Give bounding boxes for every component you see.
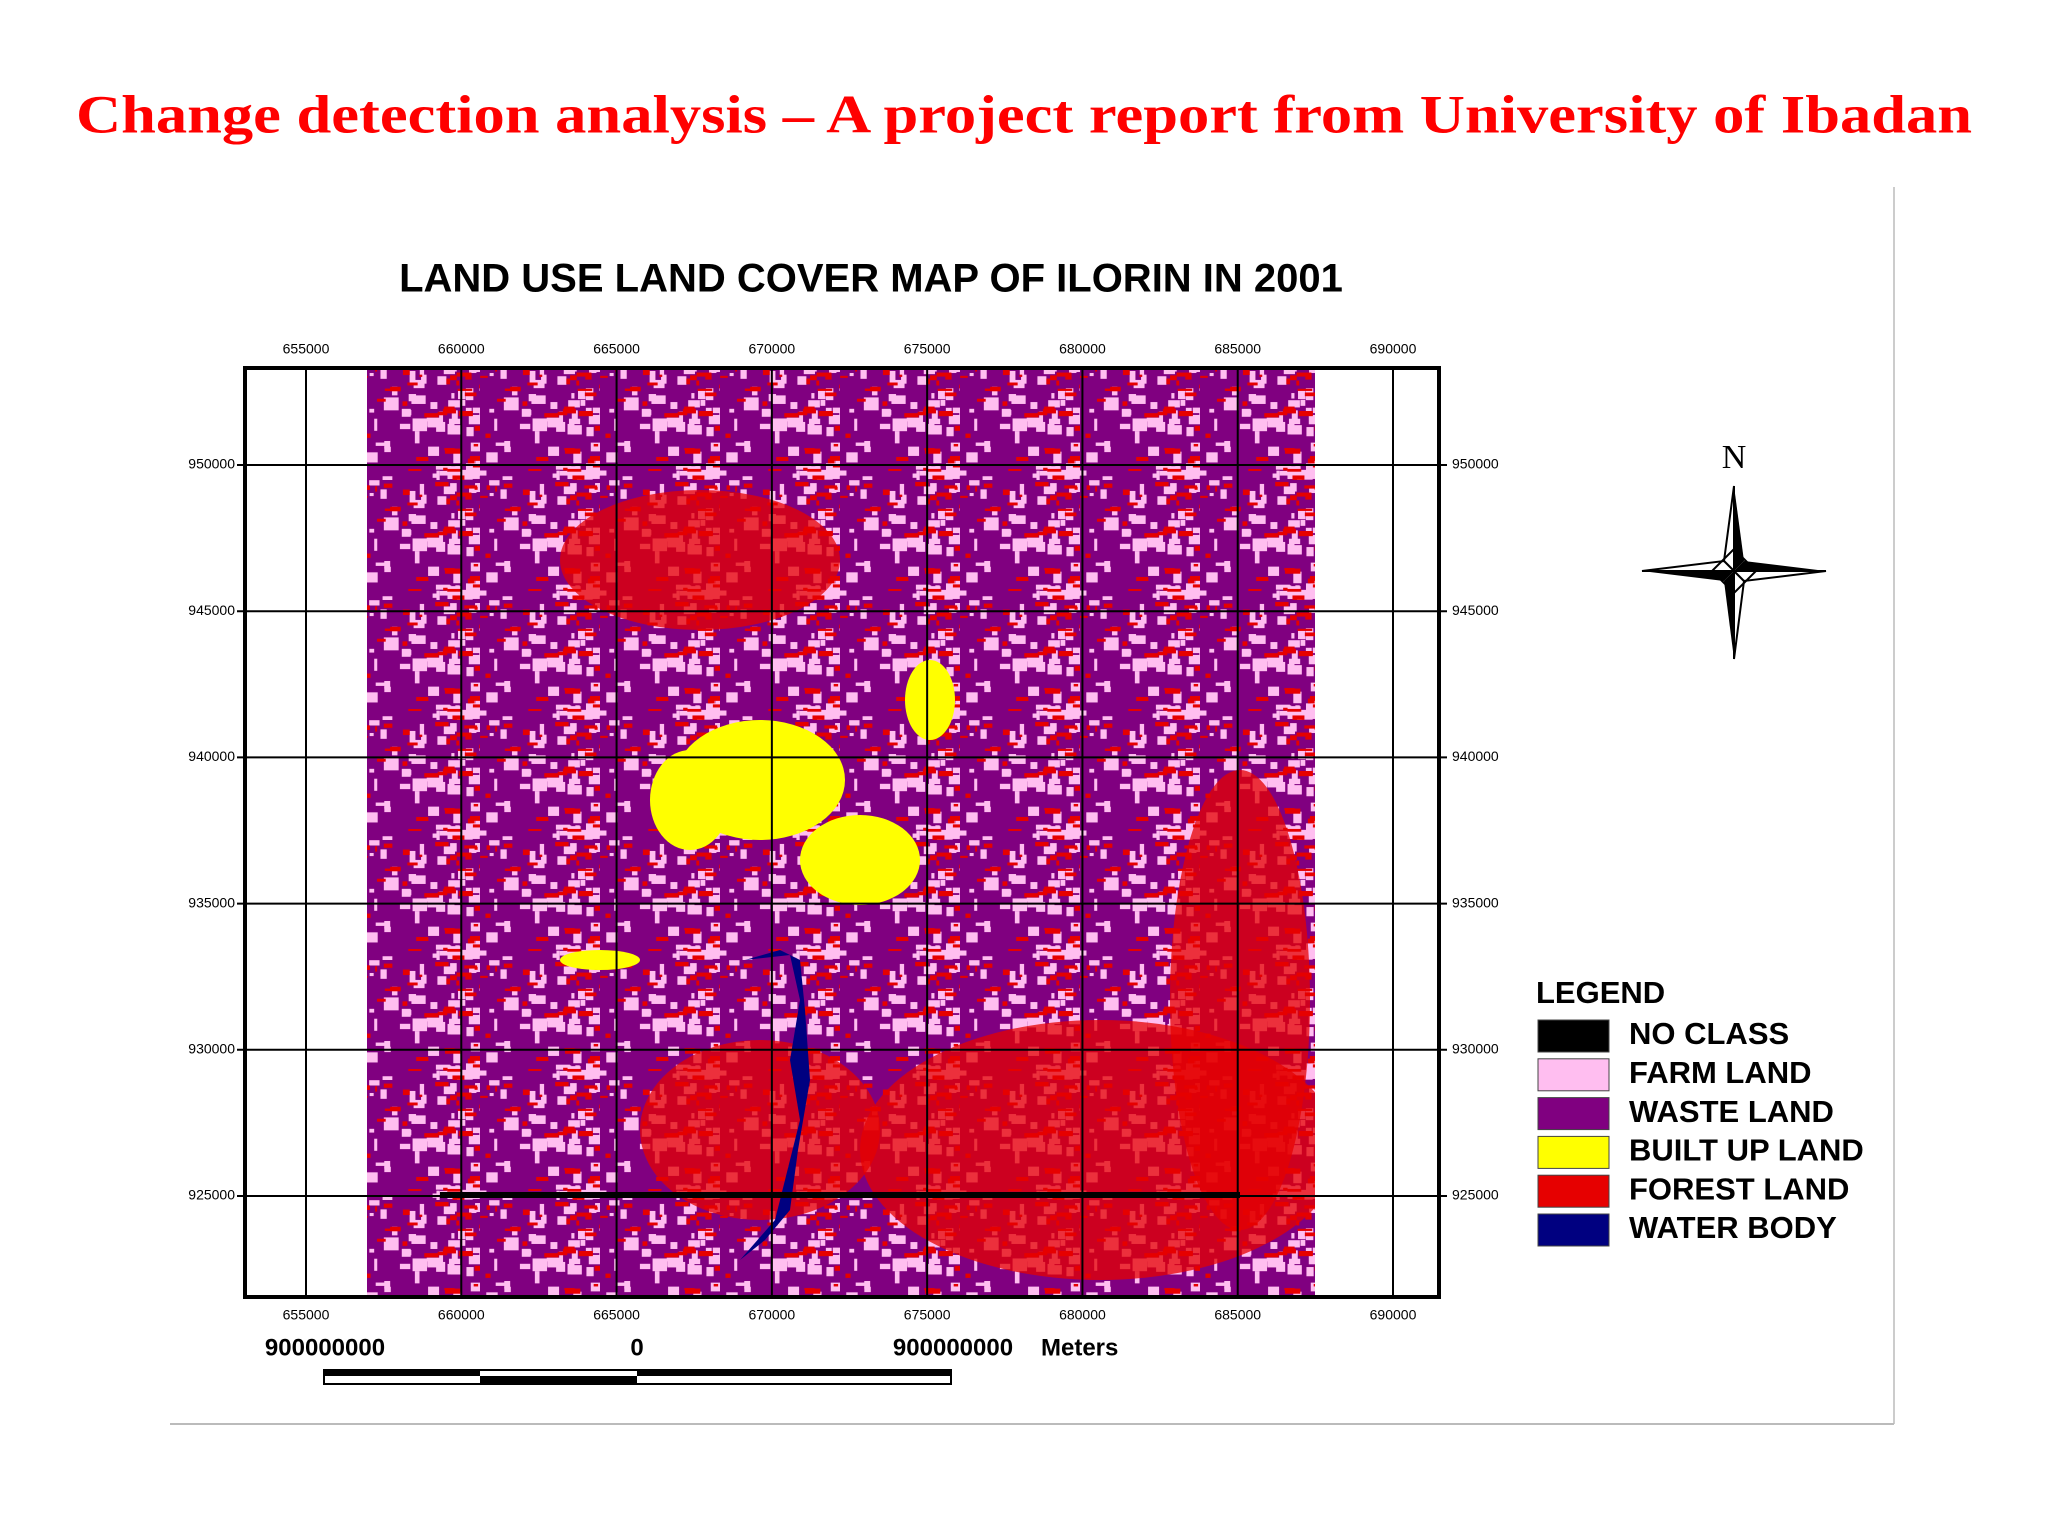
- y-tick-label: 940000: [1452, 748, 1499, 764]
- raster-patch: [560, 950, 640, 970]
- x-tick-label: 665000: [593, 1307, 640, 1323]
- legend-label: WASTE LAND: [1629, 1094, 1834, 1129]
- legend: NO CLASS FARM LAND WASTE LAND BUILT UP LAND…: [1537, 1016, 1864, 1247]
- y-tick-label: 945000: [1452, 602, 1499, 618]
- x-tick-label: 690000: [1370, 1307, 1417, 1323]
- raster-patch: [650, 750, 730, 850]
- y-tick-label: 925000: [1452, 1187, 1499, 1203]
- legend-swatch: [1537, 1213, 1610, 1247]
- x-tick-label: 690000: [1370, 341, 1417, 357]
- y-tick-label: 930000: [1452, 1041, 1499, 1057]
- river: [740, 950, 810, 1260]
- legend-swatch: [1537, 1174, 1610, 1208]
- y-tick-label: 930000: [188, 1041, 235, 1057]
- legend-label: BUILT UP LAND: [1629, 1133, 1864, 1168]
- legend-swatch: [1537, 1097, 1610, 1131]
- legend-label: FOREST LAND: [1629, 1171, 1849, 1206]
- raster: [367, 368, 1315, 1297]
- x-tick-label: 665000: [593, 341, 640, 357]
- map-frame: [243, 366, 1441, 1299]
- y-tick-label: 945000: [188, 602, 235, 618]
- legend-swatch: [1537, 1135, 1610, 1169]
- x-tick-label: 680000: [1059, 1307, 1106, 1323]
- legend-label: WATER BODY: [1629, 1210, 1837, 1245]
- legend-label: NO CLASS: [1629, 1016, 1789, 1051]
- scale-label: 900000000: [265, 1334, 385, 1361]
- y-tick-label: 925000: [188, 1187, 235, 1203]
- x-tick-label: 655000: [283, 1307, 330, 1323]
- y-tick-label: 935000: [1452, 894, 1499, 910]
- y-tick-label: 935000: [188, 894, 235, 910]
- x-tick-label: 660000: [438, 341, 485, 357]
- scale-label: 900000000: [893, 1334, 1013, 1361]
- slide-title: Change detection analysis – A project re…: [76, 84, 1972, 144]
- raster-patch: [640, 1040, 880, 1220]
- legend-swatch: [1537, 1058, 1610, 1092]
- y-tick-label: 940000: [188, 748, 235, 764]
- raster-patch: [560, 490, 840, 630]
- scale-bar: [323, 1369, 952, 1385]
- x-tick-label: 670000: [748, 1307, 795, 1323]
- raster-patch: [905, 660, 955, 740]
- north-arrow: [1641, 485, 1827, 660]
- x-tick-label: 680000: [1059, 341, 1106, 357]
- raster-patch: [1170, 770, 1310, 1230]
- legend-label: FARM LAND: [1629, 1055, 1812, 1090]
- legend-title: LEGEND: [1536, 975, 1665, 1010]
- x-tick-label: 685000: [1214, 341, 1261, 357]
- x-tick-label: 685000: [1214, 1307, 1261, 1323]
- north-label: N: [1722, 439, 1747, 476]
- x-tick-label: 675000: [904, 1307, 951, 1323]
- x-tick-label: 655000: [283, 341, 330, 357]
- y-tick-label: 950000: [1452, 456, 1499, 472]
- y-tick-label: 950000: [188, 456, 235, 472]
- x-tick-label: 670000: [748, 341, 795, 357]
- x-tick-label: 675000: [904, 341, 951, 357]
- raster-patch: [800, 815, 920, 905]
- legend-swatch: [1537, 1019, 1610, 1053]
- grid: 655000 655000 660000 660000 665000 665000 6700…: [188, 341, 1499, 1323]
- x-tick-label: 660000: [438, 1307, 485, 1323]
- scale-label: 0: [630, 1334, 643, 1361]
- map-title: LAND USE LAND COVER MAP OF ILORIN IN 200…: [399, 257, 1343, 301]
- scale-unit: Meters: [1041, 1334, 1118, 1361]
